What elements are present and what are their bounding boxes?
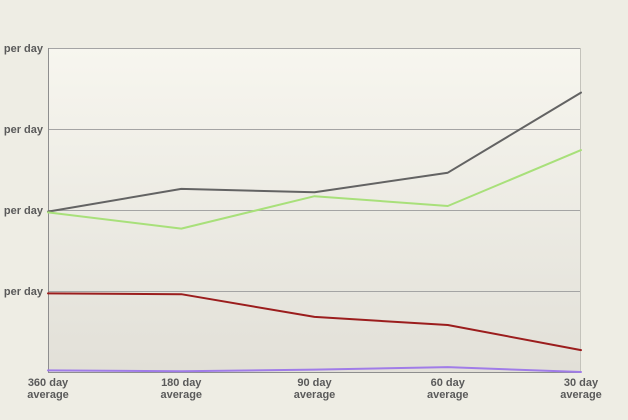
x-tick-label-line: 30 day (564, 377, 599, 389)
x-tick-label-line: average (427, 389, 469, 401)
series-lines (47, 91, 582, 373)
x-tick-label-line: average (560, 389, 602, 401)
x-tick-label-line: 60 day (431, 377, 466, 389)
x-tick-label-line: average (27, 389, 69, 401)
x-tick-label-line: 360 day (28, 377, 69, 389)
axes (48, 48, 581, 373)
x-tick-label-line: 180 day (161, 377, 202, 389)
series-line-3 (47, 366, 582, 373)
x-tick-label-line: average (160, 389, 202, 401)
grid-lines (48, 48, 581, 292)
x-tick-label-line: 90 day (297, 377, 332, 389)
y-tick-label-2: per day (4, 205, 44, 217)
series-line-0 (47, 91, 582, 213)
y-tick-label-0: per day (4, 43, 44, 55)
y-axis-tick-labels: per day per day per day per day (4, 43, 44, 298)
y-tick-label-3: per day (4, 286, 44, 298)
series-line-1 (47, 149, 582, 230)
y-tick-label-1: per day (4, 124, 44, 136)
series-line-2 (47, 292, 582, 352)
x-tick-label-line: average (294, 389, 336, 401)
